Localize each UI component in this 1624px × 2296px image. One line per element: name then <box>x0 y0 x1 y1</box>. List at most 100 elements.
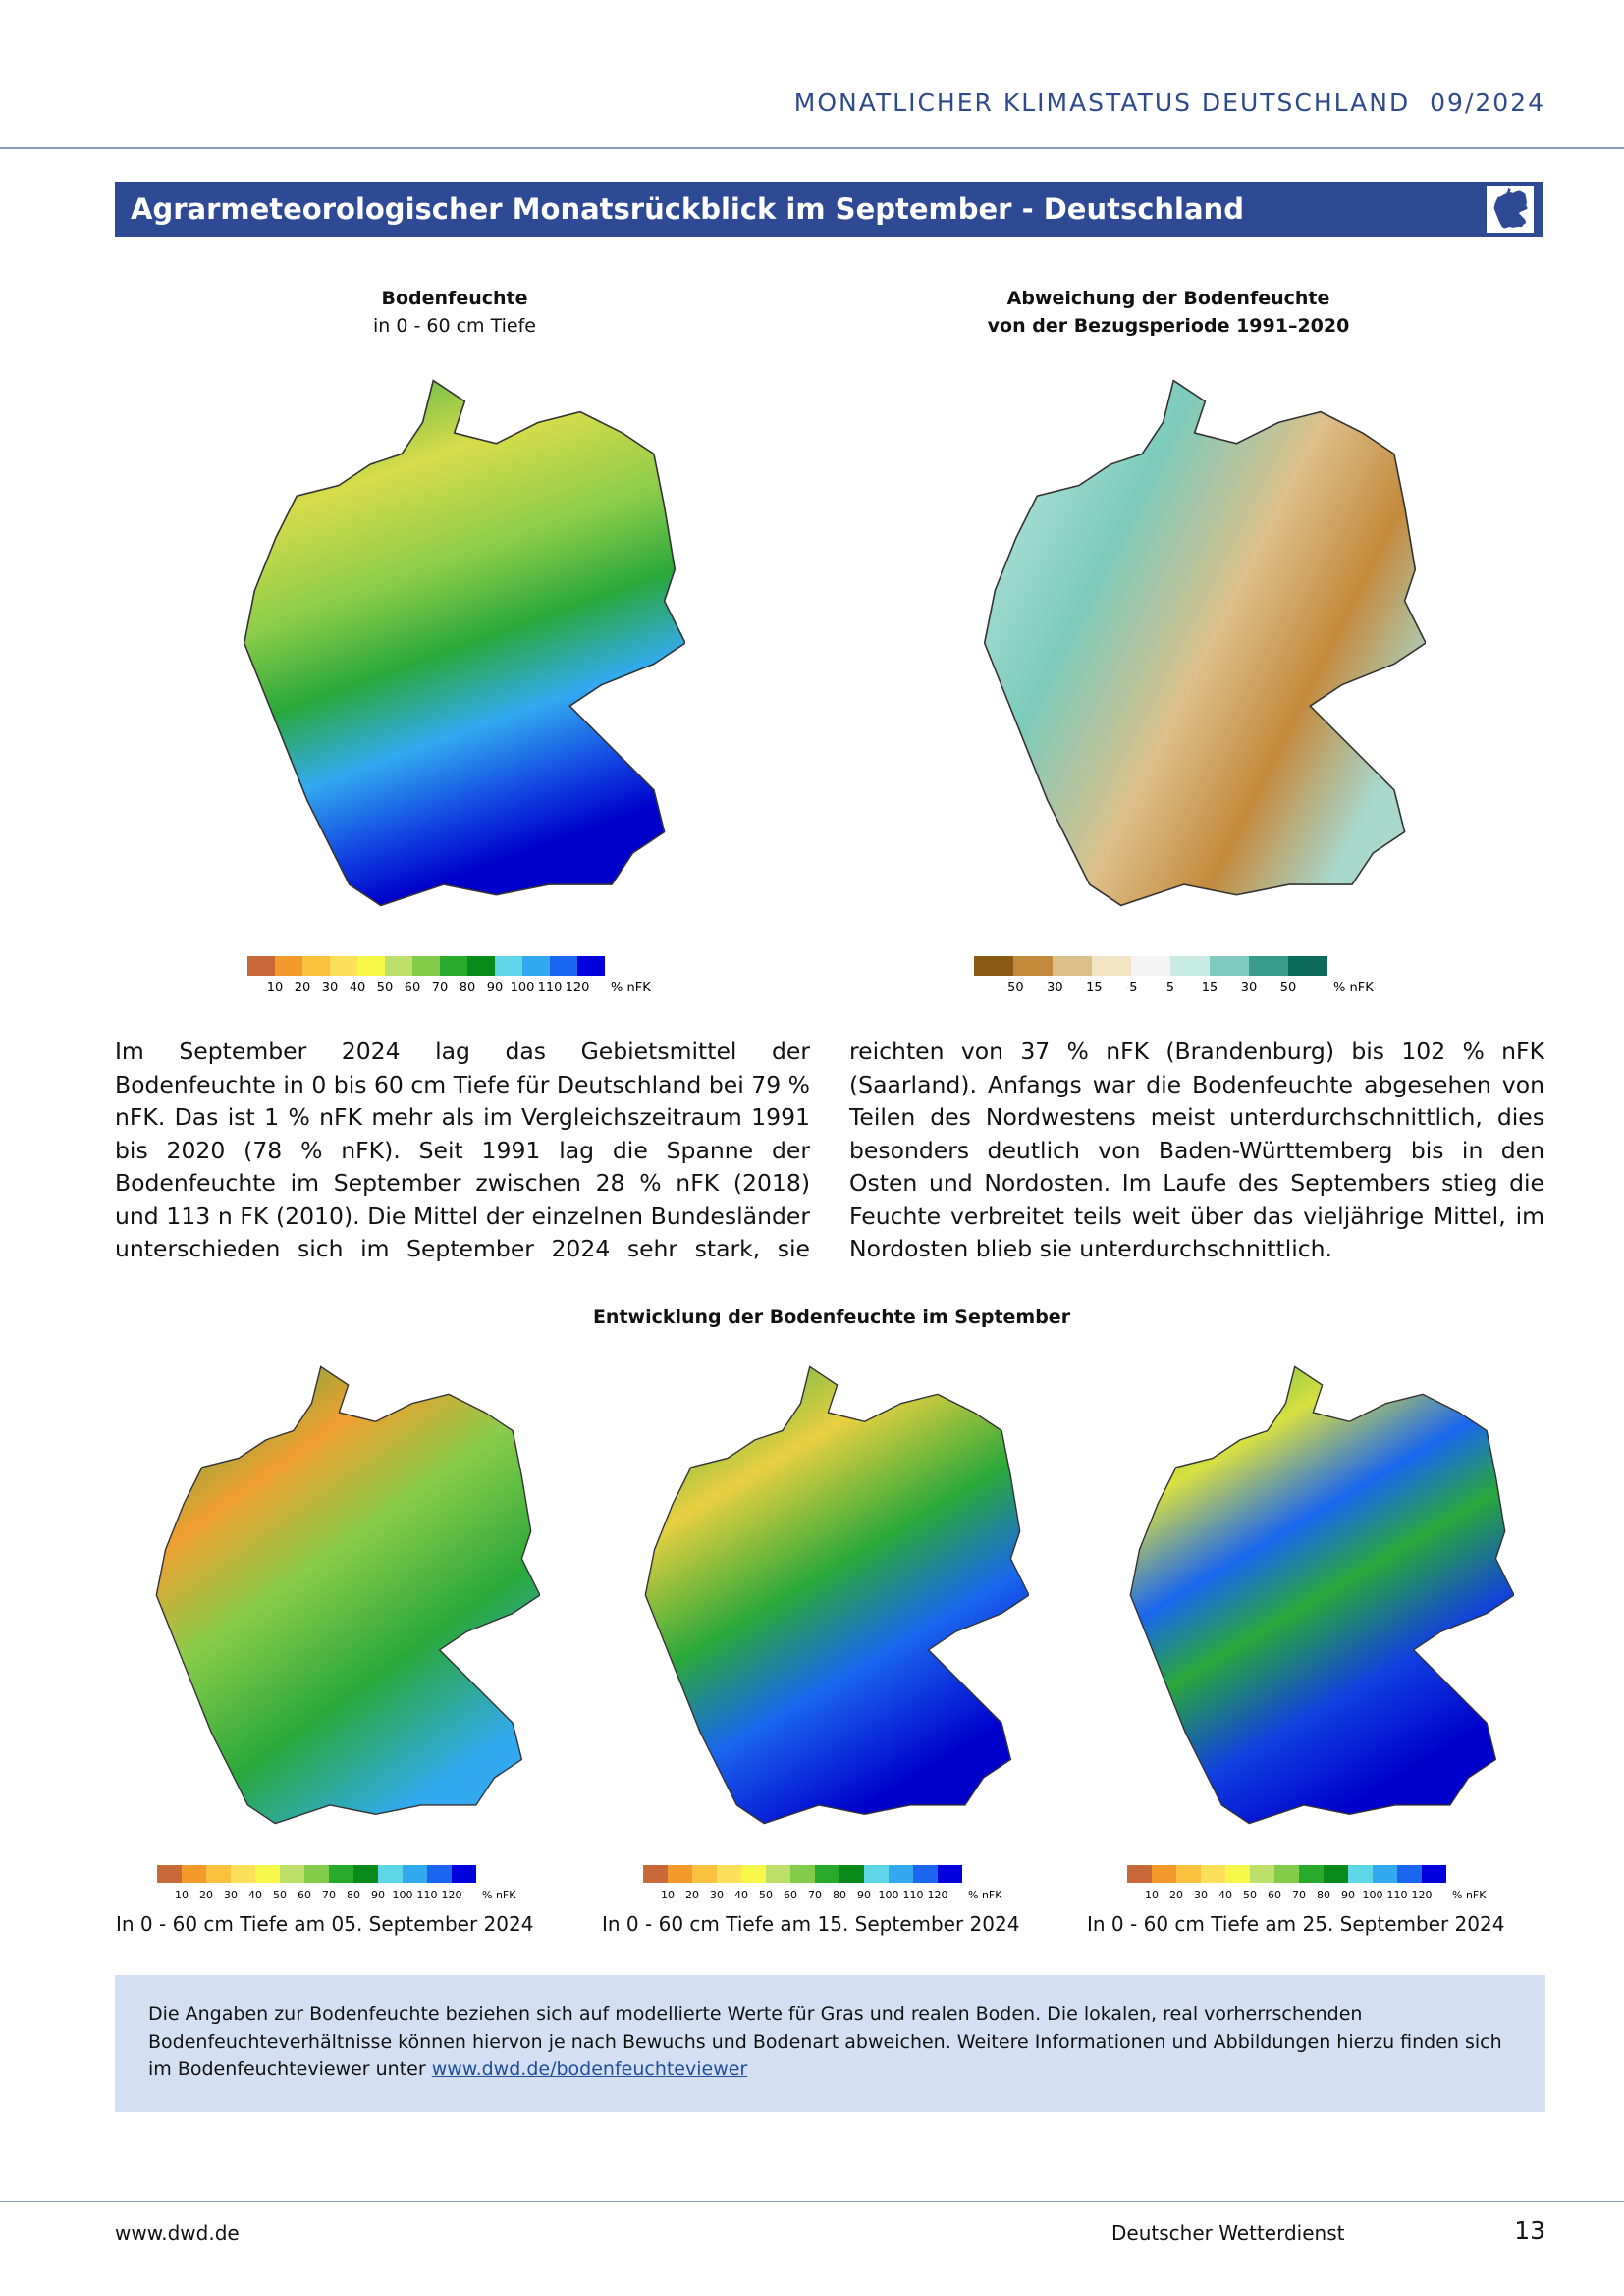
colorbar-cell <box>467 956 495 976</box>
legend-label: 30 <box>1194 1889 1208 1901</box>
colorbar-cell <box>247 956 275 976</box>
section-title: Agrarmeteorologischer Monatsrückblick im… <box>131 192 1244 226</box>
caption: In 0 - 60 cm Tiefe am 15. September 2024 <box>602 1912 1020 1936</box>
colorbar-cell <box>1250 1865 1274 1883</box>
map-title: Abweichung der Bodenfeuchte von der Bezug… <box>947 285 1389 340</box>
caption: In 0 - 60 cm Tiefe am 25. September 2024 <box>1087 1912 1505 1936</box>
legend-label: 40 <box>248 1889 262 1901</box>
legend-label: 10 <box>175 1889 189 1901</box>
colorbar-cell <box>182 1865 206 1883</box>
colorbar-cell <box>231 1865 255 1883</box>
footer-org: Deutscher Wetterdienst <box>1111 2221 1345 2245</box>
map-subtitle: in 0 - 60 cm Tiefe <box>373 315 536 337</box>
colorbar-cell <box>550 956 577 976</box>
legend-label: 70 <box>432 981 449 995</box>
colorbar-cell <box>1324 1865 1348 1883</box>
legend: 10 20 30 40 50 60 70 80 90 100 110 120 % nFK <box>247 956 664 1001</box>
colorbar-cell <box>577 956 605 976</box>
legend-label: 90 <box>857 1889 871 1901</box>
legend-label: % nFK <box>1452 1889 1487 1901</box>
legend-label: 5 <box>1166 981 1174 995</box>
colorbar-cell <box>815 1865 839 1883</box>
colorbar-cell <box>1152 1865 1176 1883</box>
legend-label: 60 <box>405 981 421 995</box>
header-issue: 09/2024 <box>1430 88 1545 117</box>
map-subtitle: von der Bezugsperiode 1991–2020 <box>987 315 1350 337</box>
footer-rule <box>0 2201 1624 2202</box>
colorbar: 10 20 30 40 50 60 70 80 90 100 110 120% nFK <box>157 1865 516 1901</box>
colorbar-cell <box>839 1865 864 1883</box>
colorbar-cell <box>1299 1865 1324 1883</box>
legend-label: 50 <box>377 981 394 995</box>
legend-label: 20 <box>295 981 311 995</box>
legend-label: 20 <box>199 1889 213 1901</box>
development-title-text: Entwicklung der Bodenfeuchte im Septembe… <box>592 1307 1071 1328</box>
footer-url: www.dwd.de <box>115 2221 240 2245</box>
colorbar-cell <box>1274 1865 1299 1883</box>
colorbar-cell <box>1397 1865 1422 1883</box>
legend-label: 120 <box>566 981 590 995</box>
map <box>1129 1365 1514 1825</box>
colorbar-cell <box>1288 956 1327 976</box>
colorbar-cell <box>378 1865 403 1883</box>
colorbar-cell <box>452 1865 476 1883</box>
legend: -50 -30 -15 -5 5 15 30 50 % nFK <box>974 956 1386 1001</box>
legend-label: 60 <box>298 1889 311 1901</box>
legend-label: 15 <box>1202 981 1218 995</box>
legend-label: 40 <box>350 981 366 995</box>
colorbar-cell <box>440 956 467 976</box>
colorbar: 10 20 30 40 50 60 70 80 90 100 110 120% nFK <box>247 956 651 995</box>
colorbar: 10 20 30 40 50 60 70 80 90 100 110 120% nFK <box>1127 1865 1487 1901</box>
legend-label: 30 <box>322 981 339 995</box>
header-rule <box>0 147 1624 149</box>
legend-label: 100 <box>1363 1889 1383 1901</box>
legend-label: 70 <box>1292 1889 1306 1901</box>
header-title: MONATLICHER KLIMASTATUS DEUTSCHLAND <box>793 88 1411 117</box>
development-title: Entwicklung der Bodenfeuchte im Septembe… <box>0 1304 1624 1331</box>
caption: In 0 - 60 cm Tiefe am 05. September 2024 <box>116 1912 534 1936</box>
colorbar-cell <box>302 956 330 976</box>
colorbar-cell <box>864 1865 889 1883</box>
colorbar-cell <box>643 1865 668 1883</box>
legend-label: 80 <box>1317 1889 1330 1901</box>
colorbar-cell <box>522 956 550 976</box>
page-number: 13 <box>1514 2216 1545 2245</box>
legend-label: 10 <box>267 981 284 995</box>
legend-label: % nFK <box>968 1889 1002 1901</box>
legend-label: 110 <box>538 981 563 995</box>
colorbar: -50 -30 -15 -5 5 15 30 50 % nFK <box>974 956 1374 995</box>
colorbar: 10 20 30 40 50 60 70 80 90 100 110 120% nFK <box>643 1865 1002 1901</box>
legend-label: 60 <box>784 1889 797 1901</box>
legend-label: 80 <box>833 1889 846 1901</box>
legend-label: 70 <box>322 1889 336 1901</box>
legend-label: 110 <box>417 1889 438 1901</box>
map <box>155 1365 540 1825</box>
germany-outline <box>1493 187 1528 229</box>
legend-label: 30 <box>710 1889 724 1901</box>
colorbar-cell <box>1131 956 1170 976</box>
map-title-main: Abweichung der Bodenfeuchte <box>1006 288 1330 309</box>
colorbar-cell <box>495 956 522 976</box>
legend-label: 20 <box>685 1889 699 1901</box>
colorbar-cell <box>1127 1865 1152 1883</box>
colorbar-cell <box>1201 1865 1225 1883</box>
map <box>983 379 1426 907</box>
colorbar-cell <box>1373 1865 1397 1883</box>
legend-label: 100 <box>879 1889 899 1901</box>
legend-label: 70 <box>808 1889 822 1901</box>
map <box>644 1365 1029 1825</box>
colorbar-cell <box>357 956 385 976</box>
legend-label: 20 <box>1169 1889 1183 1901</box>
colorbar-cell <box>255 1865 280 1883</box>
colorbar-cell <box>353 1865 378 1883</box>
legend-label: 80 <box>460 981 476 995</box>
legend-label: -15 <box>1081 981 1102 995</box>
colorbar-cell <box>157 1865 182 1883</box>
note-box: Die Angaben zur Bodenfeuchte beziehen si… <box>115 1975 1545 2112</box>
germany-icon <box>1487 186 1534 233</box>
note-link[interactable]: www.dwd.de/bodenfeuchteviewer <box>431 2058 748 2080</box>
colorbar-cell <box>275 956 302 976</box>
legend-label: 120 <box>442 1889 462 1901</box>
legend-label: 40 <box>1218 1889 1232 1901</box>
colorbar-cell <box>385 956 412 976</box>
